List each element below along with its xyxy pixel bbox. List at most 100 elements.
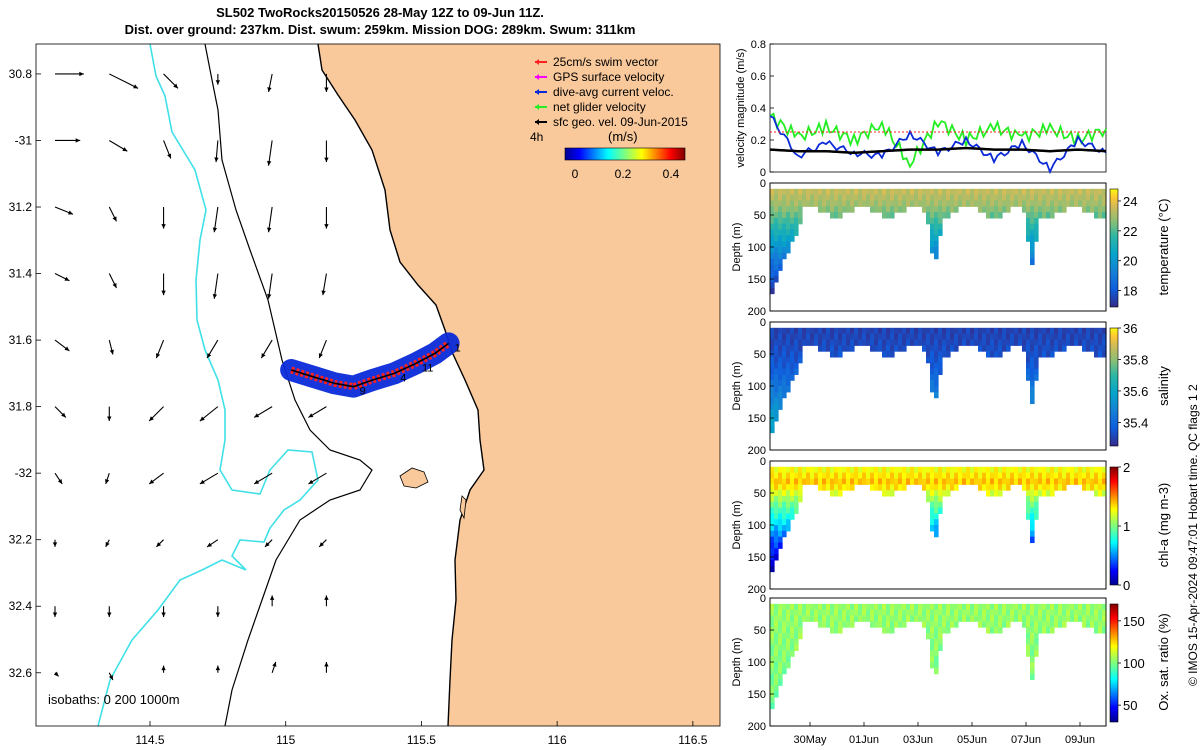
section-cell xyxy=(770,235,775,242)
section-cell xyxy=(998,478,1003,485)
section-cell xyxy=(1050,200,1055,207)
section-cell xyxy=(894,327,899,335)
current-vector-head xyxy=(267,87,272,92)
section-cell xyxy=(894,621,899,628)
velocity-line xyxy=(769,112,1107,169)
section-cell xyxy=(790,327,795,335)
section-cell xyxy=(986,466,991,474)
section-cell xyxy=(978,188,983,196)
section-cell xyxy=(922,345,927,352)
section-cell xyxy=(774,270,779,277)
legend-label: 25cm/s swim vector xyxy=(553,55,658,69)
section-cell xyxy=(930,650,935,657)
section-cell xyxy=(990,490,995,497)
section-cell xyxy=(1070,603,1075,611)
section-cell xyxy=(998,333,1003,341)
section-cell xyxy=(1034,490,1039,497)
section-cell xyxy=(1010,472,1015,480)
section-cell xyxy=(942,188,947,196)
section-cell xyxy=(822,188,827,196)
section-cell xyxy=(778,530,783,538)
section-cell xyxy=(894,206,899,213)
section-cell xyxy=(1046,351,1051,358)
section-ytick-label: 150 xyxy=(748,689,766,701)
section-cell xyxy=(1050,206,1055,213)
section-cell xyxy=(774,644,779,651)
legend-label: net glider velocity xyxy=(553,100,646,114)
section-cell xyxy=(1066,472,1071,480)
section-cell xyxy=(874,484,879,491)
section-cell xyxy=(846,478,851,485)
section-cell xyxy=(1086,206,1091,213)
section-cell xyxy=(930,217,935,225)
current-vector-head xyxy=(52,542,58,547)
section-cell xyxy=(994,603,999,611)
section-cell xyxy=(794,478,799,485)
section-cell xyxy=(1074,333,1079,341)
section-cell xyxy=(1086,472,1091,480)
section-cell xyxy=(834,351,839,358)
section-cell xyxy=(822,478,827,485)
section-cell xyxy=(818,345,823,352)
current-vector-head xyxy=(156,542,162,547)
section-cell xyxy=(870,466,875,474)
section-cell xyxy=(1018,188,1023,196)
section-cell xyxy=(1070,333,1075,341)
section-cell xyxy=(830,609,835,617)
section-cell xyxy=(774,484,779,491)
section-cell xyxy=(958,603,963,611)
section-cell xyxy=(806,615,811,622)
section-cell xyxy=(878,333,883,341)
section-cell xyxy=(1042,472,1047,480)
section-cell xyxy=(918,327,923,335)
section-cell xyxy=(982,609,987,617)
section-cell xyxy=(770,252,775,260)
section-cell xyxy=(886,200,891,207)
section-cell xyxy=(782,188,787,196)
section-cell xyxy=(934,530,939,538)
section-cell xyxy=(930,229,935,236)
section-cell xyxy=(1082,188,1087,196)
section-cell xyxy=(798,609,803,617)
section-colorbar-tick-label: 35.4 xyxy=(1123,415,1148,430)
section-cell xyxy=(886,206,891,213)
section-cell xyxy=(910,472,915,480)
section-cell xyxy=(930,380,935,387)
section-cell xyxy=(938,615,943,622)
velocity-ytick-label: 0.4 xyxy=(751,103,766,115)
section-cell xyxy=(886,603,891,611)
section-cell xyxy=(1102,609,1107,617)
section-cell xyxy=(1102,472,1107,480)
section-ytick-label: 200 xyxy=(748,721,766,733)
current-vector-head xyxy=(215,665,221,671)
section-cell xyxy=(1058,339,1063,346)
section-cell xyxy=(938,333,943,341)
section-cell xyxy=(1002,466,1007,474)
section-cell xyxy=(794,472,799,480)
section-cell xyxy=(1026,466,1031,474)
section-ytick-label: 150 xyxy=(748,413,766,425)
section-cell xyxy=(806,603,811,611)
section-cell xyxy=(1034,339,1039,346)
section-cell xyxy=(1026,223,1031,231)
section-cell xyxy=(1086,339,1091,346)
section-cell xyxy=(1030,650,1035,657)
section-cell xyxy=(982,333,987,341)
section-cell xyxy=(1002,200,1007,207)
section-cell xyxy=(1038,466,1043,474)
section-cell xyxy=(926,356,931,364)
section-cell xyxy=(1006,345,1011,352)
section-cell xyxy=(974,333,979,341)
section-cell xyxy=(822,484,827,491)
section-cell xyxy=(954,478,959,485)
section-cell xyxy=(1038,627,1043,634)
section-cell xyxy=(1058,206,1063,213)
section-cell xyxy=(786,333,791,341)
map-frame xyxy=(35,43,721,727)
section-cell xyxy=(918,188,923,196)
section-colorbar xyxy=(1109,466,1119,586)
velocity-line xyxy=(769,115,1107,175)
section-cell xyxy=(1094,472,1099,480)
section-cell xyxy=(786,621,791,628)
